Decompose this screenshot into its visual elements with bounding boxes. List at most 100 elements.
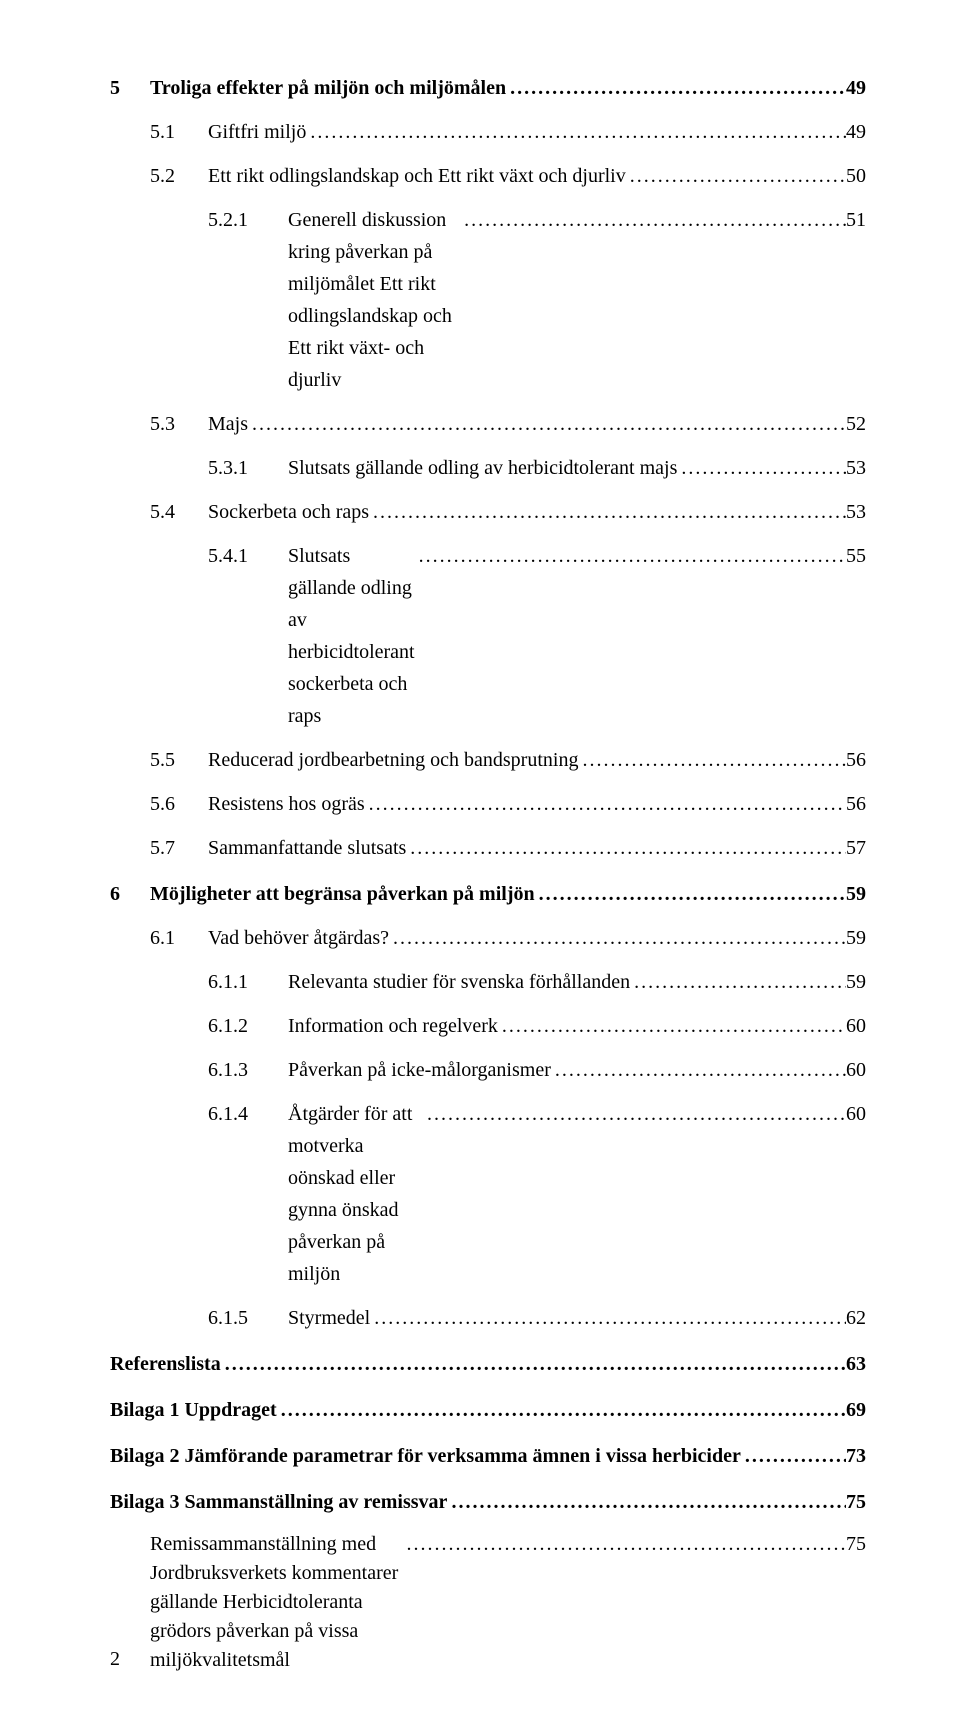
toc-entry-page: 50 xyxy=(846,160,866,192)
dot-leader xyxy=(403,1530,846,1559)
toc-entry-number: 6 xyxy=(110,878,150,910)
dot-leader xyxy=(578,744,846,776)
toc-entry-label: Troliga effekter på miljön och miljömåle… xyxy=(150,72,506,104)
toc-entry-label: Resistens hos ogräs xyxy=(208,788,365,820)
dot-leader xyxy=(277,1394,846,1426)
toc-entry-number: 6.1.2 xyxy=(208,1010,288,1042)
dot-leader xyxy=(221,1348,846,1380)
toc-entry-page: 60 xyxy=(846,1054,866,1086)
toc-entry: Bilaga 1 Uppdraget 69 xyxy=(110,1394,866,1426)
document-page: 5Troliga effekter på miljön och miljömål… xyxy=(0,0,960,1715)
dot-leader xyxy=(306,116,846,148)
toc-entry-label: Bilaga 3 Sammanställning av remissvar xyxy=(110,1486,447,1518)
dot-leader xyxy=(447,1486,846,1518)
dot-leader xyxy=(551,1054,846,1086)
toc-entry-page: 62 xyxy=(846,1302,866,1334)
dot-leader xyxy=(741,1440,846,1472)
dot-leader xyxy=(365,788,846,820)
toc-entry-number: 6.1.4 xyxy=(208,1098,288,1130)
toc-entry-label: Styrmedel xyxy=(288,1302,370,1334)
toc-entry: 5.4.1Slutsats gällande odling av herbici… xyxy=(110,540,866,732)
dot-leader xyxy=(626,160,846,192)
toc-entry: Referenslista 63 xyxy=(110,1348,866,1380)
toc-entry-label: Generell diskussion kring påverkan på mi… xyxy=(288,204,460,396)
toc-entry-number: 6.1.5 xyxy=(208,1302,288,1334)
dot-leader xyxy=(370,1302,846,1334)
toc-entry-label: Majs xyxy=(208,408,248,440)
toc-entry-label: Bilaga 2 Jämförande parametrar för verks… xyxy=(110,1440,741,1472)
dot-leader xyxy=(630,966,846,998)
dot-leader xyxy=(498,1010,846,1042)
toc-entry-page: 59 xyxy=(846,878,866,910)
toc-entry-label: Relevanta studier för svenska förhålland… xyxy=(288,966,630,998)
toc-entry: 5.3.1Slutsats gällande odling av herbici… xyxy=(110,452,866,484)
toc-entry: Bilaga 3 Sammanställning av remissvar 75 xyxy=(110,1486,866,1518)
toc-entry-number: 5.7 xyxy=(150,832,208,864)
toc-entry-number: 5.4.1 xyxy=(208,540,288,572)
toc-entry: 6.1.4Åtgärder för att motverka oönskad e… xyxy=(110,1098,866,1290)
toc-entry: 5.3Majs 52 xyxy=(110,408,866,440)
dot-leader xyxy=(248,408,846,440)
dot-leader xyxy=(677,452,846,484)
toc-entry-number: 5 xyxy=(110,72,150,104)
toc-entry: 5.2Ett rikt odlingslandskap och Ett rikt… xyxy=(110,160,866,192)
toc-entry: Bilaga 2 Jämförande parametrar för verks… xyxy=(110,1440,866,1472)
toc-entry: 5.4Sockerbeta och raps 53 xyxy=(110,496,866,528)
toc-entry-page: 59 xyxy=(846,966,866,998)
toc-entry-page: 69 xyxy=(846,1394,866,1426)
dot-leader xyxy=(406,832,846,864)
dot-leader xyxy=(535,878,846,910)
toc-entry-label: Påverkan på icke-målorganismer xyxy=(288,1054,551,1086)
dot-leader xyxy=(506,72,846,104)
dot-leader xyxy=(460,204,846,236)
toc-entry: 5Troliga effekter på miljön och miljömål… xyxy=(110,72,866,104)
toc-entry-label: Sockerbeta och raps xyxy=(208,496,369,528)
toc-entry-label: Vad behöver åtgärdas? xyxy=(208,922,389,954)
page-number: 2 xyxy=(110,1648,120,1671)
toc-entry: 5.1Giftfri miljö 49 xyxy=(110,116,866,148)
toc-entry-label: Information och regelverk xyxy=(288,1010,498,1042)
toc-entry: 6.1.1Relevanta studier för svenska förhå… xyxy=(110,966,866,998)
toc-entry-number: 5.3 xyxy=(150,408,208,440)
toc-entry-label: Ett rikt odlingslandskap och Ett rikt vä… xyxy=(208,160,626,192)
toc-entry-number: 5.5 xyxy=(150,744,208,776)
toc-entry-page: 51 xyxy=(846,204,866,236)
dot-leader xyxy=(389,922,846,954)
toc-entry-page: 59 xyxy=(846,922,866,954)
toc-entry-label: Giftfri miljö xyxy=(208,116,306,148)
toc-entry: 5.7Sammanfattande slutsats 57 xyxy=(110,832,866,864)
toc-entry-page: 60 xyxy=(846,1010,866,1042)
toc-entry-label: Sammanfattande slutsats xyxy=(208,832,406,864)
toc-entry-number: 6.1 xyxy=(150,922,208,954)
toc-entry-label: Åtgärder för att motverka oönskad eller … xyxy=(288,1098,423,1290)
toc-entry-page: 49 xyxy=(846,116,866,148)
toc-entry-page: 53 xyxy=(846,496,866,528)
body-paragraph-text: Remissammanställning med Jordbruksverket… xyxy=(150,1530,403,1675)
toc-entry: 5.6Resistens hos ogräs56 xyxy=(110,788,866,820)
toc-entry-number: 6.1.1 xyxy=(208,966,288,998)
toc-entry-page: 52 xyxy=(846,408,866,440)
toc-entry-number: 5.3.1 xyxy=(208,452,288,484)
toc-entry-page: 75 xyxy=(846,1486,866,1518)
toc-entry-number: 5.4 xyxy=(150,496,208,528)
toc-entry-page: 57 xyxy=(846,832,866,864)
toc-entry: 6.1.2Information och regelverk 60 xyxy=(110,1010,866,1042)
toc-entry: 6Möjligheter att begränsa påverkan på mi… xyxy=(110,878,866,910)
toc-entry-page: 53 xyxy=(846,452,866,484)
toc-entry-page: 55 xyxy=(846,540,866,572)
toc-entry-page: 63 xyxy=(846,1348,866,1380)
toc-entry-label: Reducerad jordbearbetning och bandsprutn… xyxy=(208,744,578,776)
toc-entry-page: 49 xyxy=(846,72,866,104)
toc-entry-number: 6.1.3 xyxy=(208,1054,288,1086)
toc-entry-number: 5.6 xyxy=(150,788,208,820)
toc-entry-label: Referenslista xyxy=(110,1348,221,1380)
toc-entry: 5.2.1Generell diskussion kring påverkan … xyxy=(110,204,866,396)
toc-entry-label: Bilaga 1 Uppdraget xyxy=(110,1394,277,1426)
toc-entry-page: 60 xyxy=(846,1098,866,1130)
toc-entry-number: 5.2.1 xyxy=(208,204,288,236)
toc-entry-number: 5.1 xyxy=(150,116,208,148)
toc-entry-number: 5.2 xyxy=(150,160,208,192)
toc-entry: 6.1Vad behöver åtgärdas? 59 xyxy=(110,922,866,954)
toc-entry: 6.1.5Styrmedel 62 xyxy=(110,1302,866,1334)
body-paragraph-page: 75 xyxy=(846,1530,866,1559)
